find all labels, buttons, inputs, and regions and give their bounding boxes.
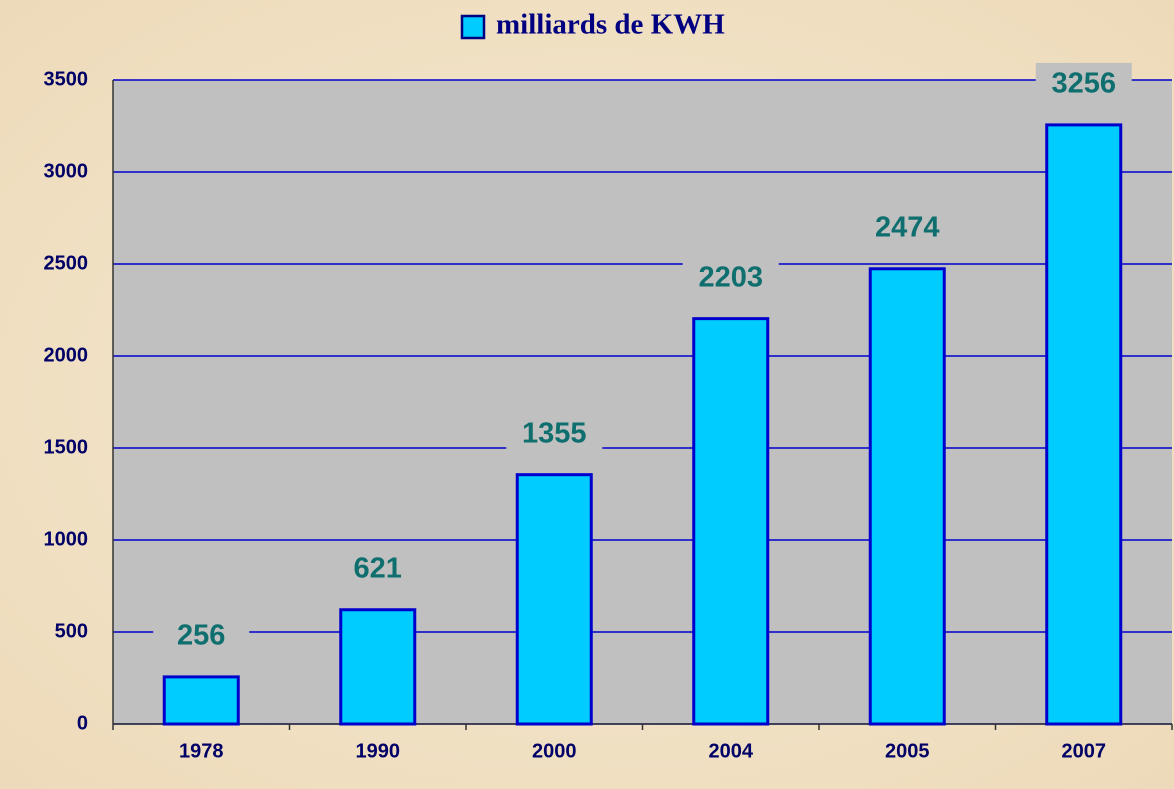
- x-tick-label: 2004: [709, 740, 754, 762]
- bar: [162, 675, 240, 726]
- y-tick-label: 2000: [44, 344, 89, 366]
- x-tick-label: 1990: [356, 740, 401, 762]
- value-label: 3256: [1051, 68, 1116, 100]
- x-tick-label: 2000: [532, 740, 577, 762]
- value-label: 621: [354, 552, 402, 584]
- value-label-bg: [329, 547, 426, 592]
- plot-area: [113, 80, 1172, 724]
- bar: [515, 473, 593, 726]
- value-label-bg: [682, 256, 779, 301]
- bar: [692, 317, 770, 726]
- value-label: 2474: [875, 211, 940, 243]
- y-tick-label: 3000: [44, 160, 89, 182]
- y-tick-label: 2500: [44, 252, 89, 274]
- bar: [868, 267, 946, 726]
- bar: [339, 608, 417, 726]
- value-label: 256: [177, 620, 225, 652]
- x-tick-label: 1978: [179, 740, 224, 762]
- bar: [1045, 123, 1123, 726]
- value-label-bg: [153, 614, 250, 659]
- legend-swatch: [460, 14, 486, 40]
- value-label-bg: [506, 412, 603, 457]
- value-label: 1355: [522, 417, 587, 449]
- y-tick-label: 0: [77, 712, 88, 734]
- legend-label: milliards de KWH: [496, 9, 725, 41]
- x-tick-label: 2007: [1062, 740, 1107, 762]
- y-tick-label: 500: [55, 620, 88, 642]
- value-label-bg: [859, 206, 956, 251]
- y-tick-label: 1500: [44, 436, 89, 458]
- value-label-bg: [1035, 62, 1132, 107]
- value-label: 2203: [698, 261, 763, 293]
- y-tick-label: 3500: [44, 68, 89, 90]
- x-tick-label: 2005: [885, 740, 930, 762]
- y-tick-label: 1000: [44, 528, 89, 550]
